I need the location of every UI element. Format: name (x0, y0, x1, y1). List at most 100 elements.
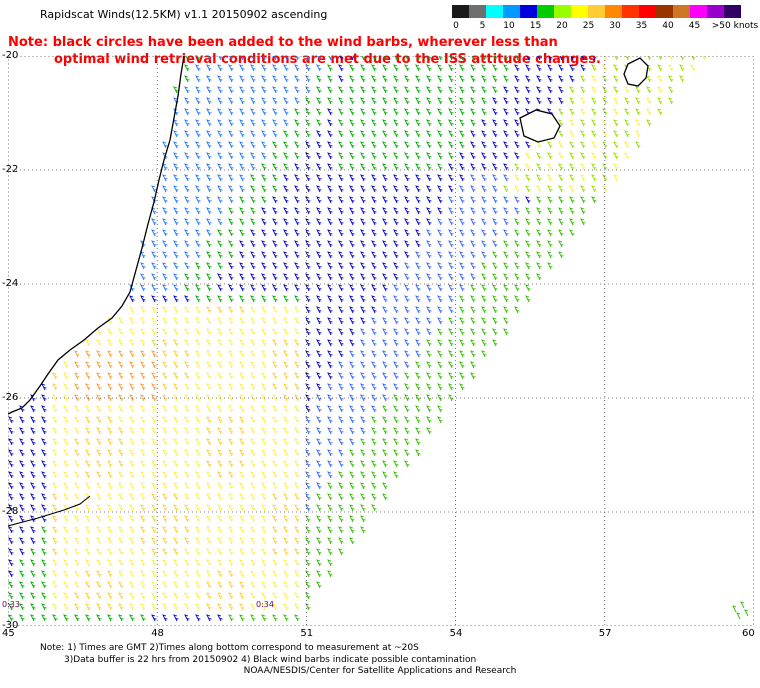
wind-barb (195, 383, 201, 391)
wind-barb (162, 614, 168, 622)
wind-barb (492, 152, 498, 160)
wind-barb (316, 383, 322, 391)
wind-barb (173, 405, 179, 413)
legend-swatches (452, 5, 760, 18)
wind-barb (85, 526, 91, 534)
wind-barb (41, 581, 47, 589)
wind-barb (162, 405, 168, 413)
wind-barb (492, 306, 498, 314)
wind-barb (316, 240, 322, 248)
wind-barb (393, 471, 399, 479)
wind-barb (360, 152, 366, 160)
wind-barb (382, 460, 388, 468)
wind-barb (294, 64, 300, 72)
wind-barb (195, 141, 201, 149)
wind-barb (261, 141, 267, 149)
latitude-label: -30 (2, 620, 19, 631)
wind-barb (261, 108, 267, 116)
wind-barb (404, 284, 410, 292)
wind-barb (613, 119, 619, 127)
wind-barb (327, 97, 333, 105)
wind-barb (272, 515, 278, 523)
wind-barb (96, 394, 102, 402)
wind-barb (85, 559, 91, 567)
wind-barb (306, 56, 311, 61)
wind-barb (217, 273, 223, 281)
wind-barb (74, 515, 80, 523)
wind-barb (107, 559, 113, 567)
wind-barb (481, 97, 487, 105)
wind-barb (305, 306, 311, 314)
wind-barb (558, 174, 564, 182)
wind-barb (195, 570, 201, 578)
wind-barb (404, 317, 410, 325)
wind-barb (283, 592, 289, 600)
wind-barb (382, 350, 388, 358)
wind-barb (41, 614, 47, 622)
wind-barb (217, 262, 223, 270)
wind-barb (393, 317, 399, 325)
wind-barb (272, 559, 278, 567)
wind-barb (261, 493, 267, 501)
wind-barb (129, 328, 135, 336)
wind-barb (470, 350, 476, 358)
wind-barb (250, 218, 256, 226)
wind-barb (514, 218, 520, 226)
wind-barb (184, 603, 190, 611)
wind-barb (162, 416, 168, 424)
wind-barb (283, 218, 289, 226)
wind-barb (250, 482, 256, 490)
wind-barb (184, 306, 190, 314)
wind-barb (151, 471, 157, 479)
wind-barb (470, 306, 476, 314)
wind-barb (250, 559, 256, 567)
wind-barb (294, 504, 300, 512)
wind-barb (206, 614, 212, 622)
wind-barb (580, 119, 586, 127)
wind-barb (52, 383, 58, 391)
wind-barb (316, 262, 322, 270)
wind-barb (173, 207, 179, 215)
wind-barb (151, 317, 157, 325)
wind-barb (294, 416, 300, 424)
wind-barb (195, 295, 201, 303)
wind-barb (294, 108, 300, 116)
wind-barb (327, 372, 333, 380)
wind-barb (239, 614, 245, 622)
wind-barb (316, 581, 322, 589)
wind-barb (8, 548, 14, 556)
wind-barb (470, 163, 476, 171)
wind-barb (41, 537, 47, 545)
wind-barb (514, 196, 520, 204)
wind-barb (272, 449, 278, 457)
wind-barb (382, 306, 388, 314)
wind-barb (371, 108, 377, 116)
wind-barb (327, 152, 333, 160)
wind-barb (107, 581, 113, 589)
wind-barb (558, 240, 564, 248)
wind-barb (415, 152, 421, 160)
wind-barb (41, 482, 47, 490)
wind-barb (382, 427, 388, 435)
wind-barb (459, 350, 465, 358)
wind-barb (228, 141, 234, 149)
wind-barb (294, 229, 300, 237)
wind-barb (162, 163, 168, 171)
wind-barb (514, 141, 520, 149)
wind-barb (8, 515, 14, 523)
wind-barb (338, 251, 344, 259)
wind-barb (206, 119, 212, 127)
wind-barb (173, 526, 179, 534)
wind-barb (349, 482, 355, 490)
wind-barb (569, 97, 575, 105)
wind-barb (173, 306, 179, 314)
wind-barb (393, 284, 399, 292)
wind-barb (272, 592, 278, 600)
wind-barb (184, 449, 190, 457)
wind-barb (195, 427, 201, 435)
wind-barb (294, 75, 300, 83)
wind-barb (261, 207, 267, 215)
wind-barb (327, 317, 333, 325)
wind-barb (129, 427, 135, 435)
wind-barb (228, 515, 234, 523)
